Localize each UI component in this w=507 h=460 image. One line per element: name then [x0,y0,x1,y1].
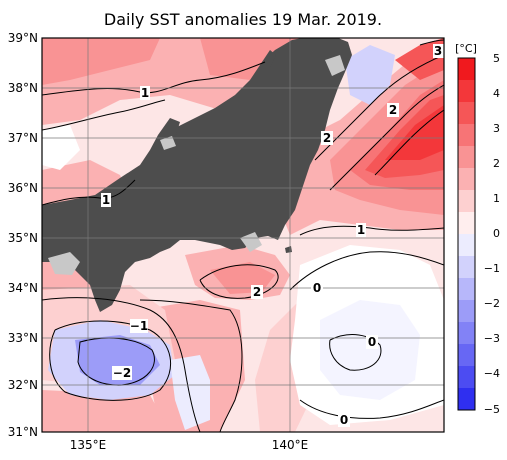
colorbar-cell [458,388,475,411]
colorbar-cell [458,190,475,213]
contour-label-minus1: −1 [130,319,148,333]
colorbar-tick-minus1: −1 [484,262,500,275]
colorbar-cell [458,168,475,191]
colorbar-tick-minus4: −4 [484,367,500,380]
colorbar-tick-5: 5 [493,52,500,65]
lat-label-33: 33°N [8,331,38,345]
contour-label-1b: 1 [102,193,110,207]
colorbar-tick-minus2: −2 [484,297,500,310]
latitude-labels: 39°N 38°N 37°N 36°N 35°N 34°N 33°N 32°N … [8,31,38,439]
contour-label-2a: 2 [323,131,331,145]
lon-label-135: 135°E [70,438,107,452]
colorbar-cell [458,256,475,279]
contour-label-0a: 0 [313,281,321,295]
longitude-labels: 135°E 140°E [70,438,309,452]
lat-label-37: 37°N [8,131,38,145]
lat-label-38: 38°N [8,81,38,95]
colorbar-tick-0: 0 [493,227,500,240]
colorbar-tick-1: 1 [493,192,500,205]
lat-label-36: 36°N [8,181,38,195]
contour-label-2c: 2 [253,285,261,299]
noto-peninsula [158,118,180,135]
colorbar-cell [458,102,475,125]
colorbar-cell [458,146,475,169]
map-area: 1 1 1 2 2 2 3 0 0 0 −1 −2 [42,38,444,432]
lat-label-34: 34°N [8,281,38,295]
map-frame [41,37,445,433]
colorbar-cell [458,234,475,257]
lat-label-39: 39°N [8,31,38,45]
colorbar-tick-minus3: −3 [484,332,500,345]
colorbar-cell [458,58,475,81]
colorbar-ticks: 5 4 3 2 1 0 −1 −2 −3 −4 −5 [484,52,500,416]
colorbar-unit: [°C] [455,42,477,55]
colorbar-tick-2: 2 [493,157,500,170]
honshu-landmass [42,38,352,312]
contour-label-3: 3 [434,44,442,58]
colorbar-cell [458,124,475,147]
contour-label-2b: 2 [389,103,397,117]
colorbar-cell [458,80,475,103]
colorbar-cell [458,366,475,389]
colorbar-cell [458,322,475,345]
lon-label-140: 140°E [272,438,309,452]
colorbar-cell [458,300,475,323]
colorbar-tick-3: 3 [493,122,500,135]
colorbar-tick-4: 4 [493,87,500,100]
contour-label-1c: 1 [357,223,365,237]
contour-lines [42,39,444,432]
colorbar: [°C] 5 4 3 2 1 0 −1 −2 −3 −4 −5 [455,42,500,416]
colorbar-cells [458,58,475,411]
lat-label-35: 35°N [8,231,38,245]
contour-label-minus2: −2 [113,366,131,380]
lat-label-32: 32°N [8,378,38,392]
sado-island [262,50,276,68]
no-data-patches [48,55,345,275]
colorbar-cell [458,278,475,301]
contour-label-1a: 1 [141,86,149,100]
colorbar-cell [458,344,475,367]
contour-label-0c: 0 [340,413,348,427]
colorbar-cell [458,212,475,235]
colorbar-frame [457,57,476,411]
map-title: Daily SST anomalies 19 Mar. 2019. [104,10,382,29]
contour-labels: 1 1 1 2 2 2 3 0 0 0 −1 −2 [101,44,444,427]
colorbar-tick-minus5: −5 [484,403,500,416]
contour-label-0b: 0 [368,335,376,349]
lat-label-31: 31°N [8,425,38,439]
